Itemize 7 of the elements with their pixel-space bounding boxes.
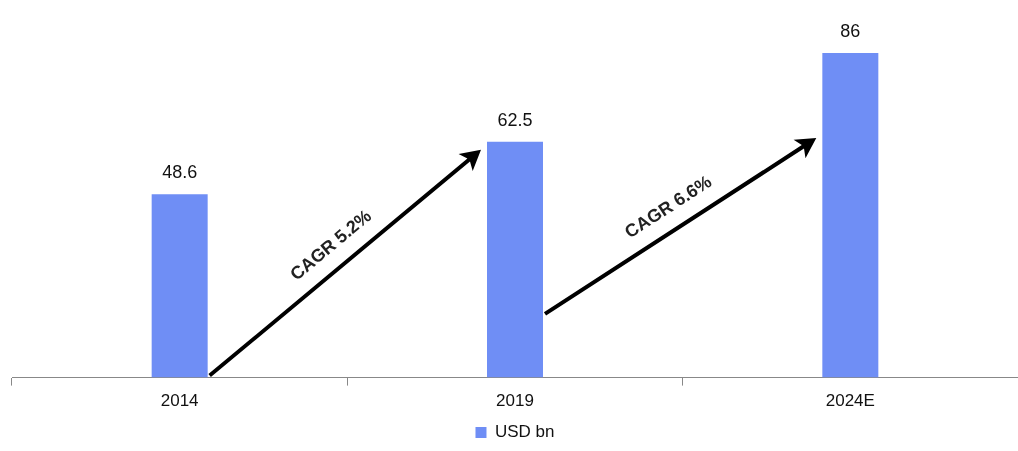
- x-tick-label: 2024E: [825, 391, 875, 411]
- x-tick-label: 2014: [160, 391, 199, 411]
- data-label: 48.6: [162, 162, 198, 183]
- x-tick-label: 2019: [496, 391, 534, 411]
- data-label: 86: [840, 21, 861, 42]
- data-label: 62.5: [497, 109, 533, 130]
- legend-label: USD bn: [494, 422, 555, 442]
